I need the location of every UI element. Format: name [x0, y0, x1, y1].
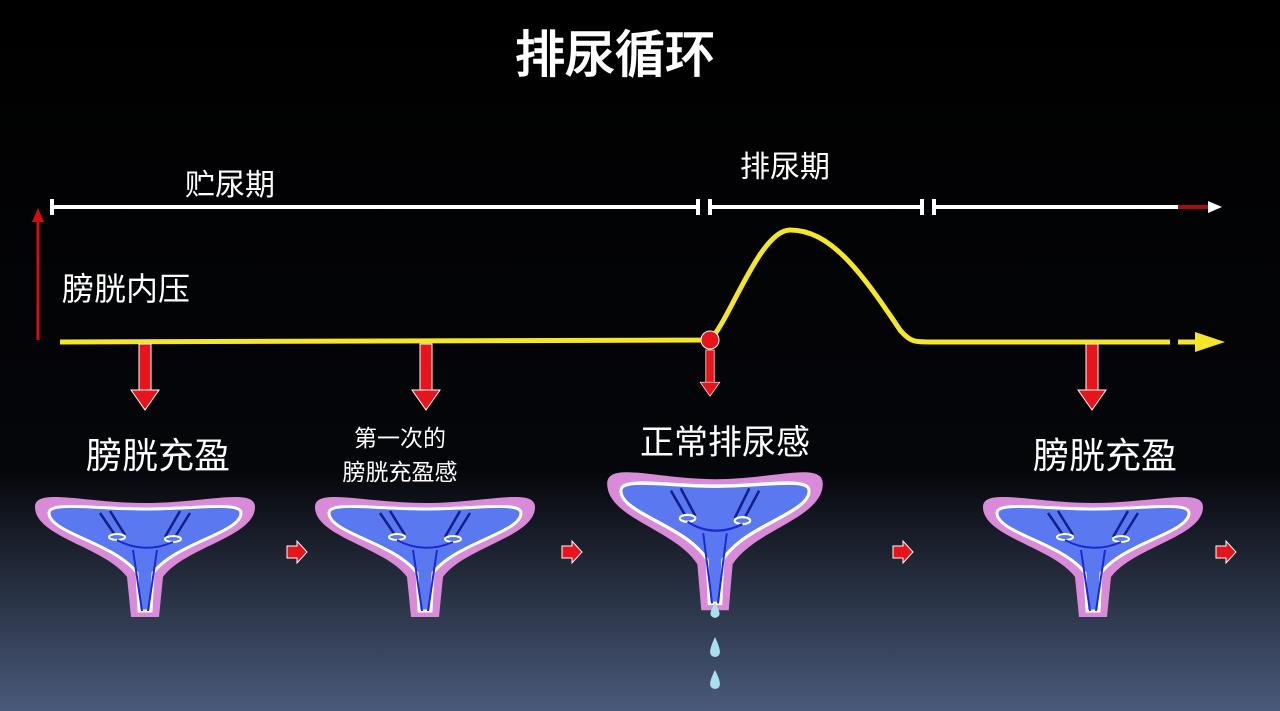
stage-label-line2: 膀胱充盈感 — [343, 460, 458, 486]
pressure-curve-arrowhead — [1195, 332, 1225, 352]
stage-label-line1: 第一次的 — [354, 426, 446, 452]
voiding-phase-label: 排尿期 — [740, 150, 830, 185]
stage-label: 正常排尿感 — [640, 423, 810, 463]
title: 排尿循环 — [515, 26, 715, 84]
y-axis-label: 膀胱内压 — [62, 270, 190, 308]
voiding-threshold-dot — [700, 330, 720, 350]
phase-timeline — [50, 199, 1222, 215]
stage-label: 膀胱充盈 — [86, 436, 230, 477]
y-axis-arrow — [32, 208, 44, 340]
storage-phase-label: 贮尿期 — [185, 168, 275, 203]
stage-label: 膀胱充盈 — [1033, 436, 1177, 477]
urine-droplets — [710, 603, 720, 689]
